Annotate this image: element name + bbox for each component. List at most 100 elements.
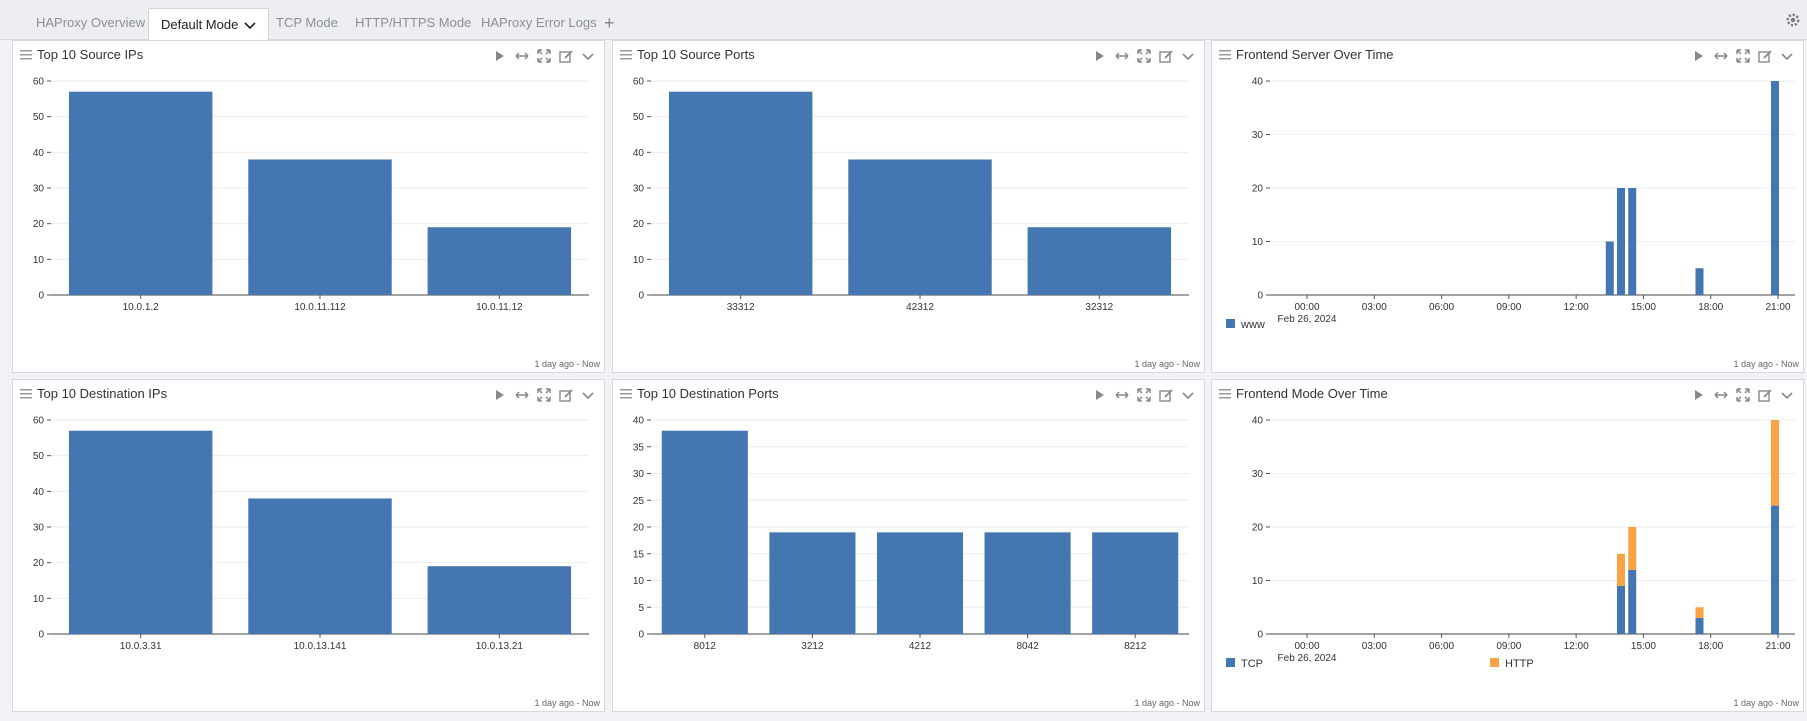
fullscreen-icon[interactable] <box>536 387 552 403</box>
play-icon[interactable] <box>1092 387 1108 403</box>
x-tick-label: 12:00 <box>1564 302 1589 313</box>
play-icon[interactable] <box>492 48 508 64</box>
tab-haproxy-error-logs[interactable]: HAProxy Error Logs <box>481 15 597 30</box>
drag-handle-icon[interactable] <box>620 389 632 399</box>
bar[interactable] <box>68 91 213 295</box>
fullscreen-icon[interactable] <box>1735 48 1751 64</box>
drag-handle-icon[interactable] <box>20 389 32 399</box>
legend-swatch <box>1226 319 1235 328</box>
bar[interactable] <box>848 159 992 295</box>
resize-horizontal-icon[interactable] <box>1713 387 1729 403</box>
edit-icon[interactable] <box>1757 387 1773 403</box>
resize-horizontal-icon[interactable] <box>514 387 530 403</box>
fullscreen-icon[interactable] <box>536 48 552 64</box>
chevron-down-icon[interactable] <box>1180 48 1196 64</box>
y-tick-label: 60 <box>633 77 645 88</box>
legend-swatch <box>1490 658 1499 667</box>
drag-handle-icon[interactable] <box>1219 389 1231 399</box>
legend-label[interactable]: TCP <box>1241 658 1263 670</box>
bar[interactable] <box>984 532 1071 634</box>
resize-horizontal-icon[interactable] <box>1713 48 1729 64</box>
chevron-down-icon[interactable] <box>1180 387 1196 403</box>
drag-handle-icon[interactable] <box>620 50 632 60</box>
chart-svg: 0 10 20 30 40 50 60 10.0.3.31 10.0.13.141 10.0.13… <box>33 416 589 652</box>
bar[interactable] <box>1027 227 1172 295</box>
chevron-down-icon[interactable] <box>580 48 596 64</box>
drag-handle-icon[interactable] <box>1219 50 1231 60</box>
y-tick-label: 40 <box>1252 416 1264 427</box>
legend-label[interactable]: www <box>1240 319 1265 331</box>
x-tick-label: 21:00 <box>1765 641 1790 652</box>
bar-segment-http[interactable] <box>1771 420 1779 506</box>
resize-horizontal-icon[interactable] <box>1114 387 1130 403</box>
edit-icon[interactable] <box>1158 387 1174 403</box>
x-tick-label: 8212 <box>1124 641 1147 652</box>
bar-segment-tcp[interactable] <box>1695 617 1704 634</box>
bar[interactable] <box>427 566 572 634</box>
bar[interactable] <box>661 430 748 634</box>
play-icon[interactable] <box>1691 48 1707 64</box>
bar[interactable] <box>1628 188 1637 295</box>
x-tick-label: 12:00 <box>1564 641 1589 652</box>
legend-label[interactable]: HTTP <box>1505 658 1534 670</box>
y-tick-label: 50 <box>633 112 645 123</box>
bar-segment-tcp[interactable] <box>1628 569 1637 634</box>
bar[interactable] <box>1695 268 1704 295</box>
y-tick-label: 0 <box>638 630 644 641</box>
edit-icon[interactable] <box>558 387 574 403</box>
edit-icon[interactable] <box>558 48 574 64</box>
bar-segment-http[interactable] <box>1628 527 1637 570</box>
bar[interactable] <box>1617 188 1625 295</box>
y-tick-label: 50 <box>33 112 45 123</box>
y-tick-label: 30 <box>1252 469 1264 480</box>
bar-segment-http[interactable] <box>1617 553 1625 586</box>
play-icon[interactable] <box>1092 48 1108 64</box>
panel-title: Top 10 Destination IPs <box>37 386 168 401</box>
x-tick-label: 10.0.13.21 <box>476 641 524 652</box>
y-tick-label: 20 <box>33 558 45 569</box>
panel-top-destination-ports: Top 10 Destination Ports 1 day ago - Now 0… <box>612 379 1205 712</box>
bar[interactable] <box>248 498 392 634</box>
bar-segment-http[interactable] <box>1695 607 1704 618</box>
bar[interactable] <box>1771 81 1779 295</box>
tab-tcp-mode[interactable]: TCP Mode <box>276 15 338 30</box>
tab-default-mode-label: Default Mode <box>161 17 239 32</box>
chevron-down-icon[interactable] <box>244 21 256 30</box>
chevron-down-icon[interactable] <box>580 387 596 403</box>
edit-icon[interactable] <box>1158 48 1174 64</box>
tab-haproxy-overview[interactable]: HAProxy Overview <box>36 15 146 30</box>
chart-svg: 0 10 20 30 40 50 60 10.0.1.2 10.0.11.112 10.0.11.… <box>33 77 589 313</box>
resize-horizontal-icon[interactable] <box>1114 48 1130 64</box>
drag-handle-icon[interactable] <box>20 50 32 60</box>
bar[interactable] <box>1605 241 1614 296</box>
play-icon[interactable] <box>1691 387 1707 403</box>
bar[interactable] <box>876 532 964 634</box>
add-tab-button[interactable]: + <box>604 13 615 33</box>
fullscreen-icon[interactable] <box>1136 387 1152 403</box>
play-icon[interactable] <box>492 387 508 403</box>
fullscreen-icon[interactable] <box>1735 387 1751 403</box>
resize-horizontal-icon[interactable] <box>514 48 530 64</box>
y-tick-label: 20 <box>33 219 45 230</box>
panel-toolbar <box>1691 48 1795 64</box>
tab-default-mode[interactable]: Default Mode <box>148 8 270 40</box>
chevron-down-icon[interactable] <box>1779 387 1795 403</box>
bar[interactable] <box>1092 532 1179 634</box>
panel-toolbar <box>492 387 596 403</box>
bar[interactable] <box>769 532 856 634</box>
bar-segment-tcp[interactable] <box>1617 585 1625 634</box>
tab-http-https-mode[interactable]: HTTP/HTTPS Mode <box>355 15 472 30</box>
fullscreen-icon[interactable] <box>1136 48 1152 64</box>
time-range-label: 1 day ago - Now <box>1134 359 1200 369</box>
x-tick-label: 10.0.11.12 <box>476 302 523 313</box>
bar[interactable] <box>427 227 572 295</box>
y-tick-label: 30 <box>1252 130 1264 141</box>
bar[interactable] <box>248 159 392 295</box>
bar-segment-tcp[interactable] <box>1771 505 1779 634</box>
chart-svg: 0 10 20 30 40 00:00 03:00 06:00 09:00 12:00 15:00 1… <box>1226 77 1795 331</box>
gear-icon[interactable] <box>1785 12 1801 28</box>
bar[interactable] <box>68 430 213 634</box>
chevron-down-icon[interactable] <box>1779 48 1795 64</box>
bar[interactable] <box>668 91 813 295</box>
edit-icon[interactable] <box>1757 48 1773 64</box>
